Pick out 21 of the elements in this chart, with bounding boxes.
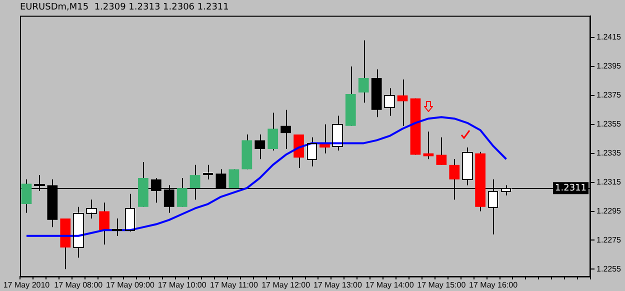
x-tick-label: 17 May 10:00: [158, 280, 207, 290]
x-tick-label: 17 May 15:00: [417, 280, 466, 290]
x-tick-label: 17 May 2010: [3, 280, 50, 290]
x-tick-label: 17 May 11:00: [210, 280, 258, 290]
x-tick-label: 17 May 12:00: [262, 280, 311, 290]
x-tick-label: 17 May 08:00: [54, 280, 104, 290]
y-tick-label: 1.2295: [596, 206, 622, 216]
ref-line-label: 1.2311: [555, 183, 587, 194]
y-tick-label: 1.2275: [596, 235, 622, 244]
x-tick-label: 17 May 16:00: [469, 280, 518, 290]
x-tick-label: 17 May 14:00: [365, 280, 414, 290]
x-tick-label: 17 May 13:00: [313, 280, 362, 290]
y-tick-label: 1.2355: [596, 120, 622, 129]
y-tick-label: 1.2315: [596, 178, 622, 186]
chart-title: EURUSDm,M15 1.2309 1.2313 1.2306 1.2311: [20, 2, 229, 13]
y-tick-label: 1.2395: [596, 62, 622, 71]
y-tick-label: 1.2255: [596, 264, 622, 274]
y-tick-label: 1.2335: [596, 148, 622, 158]
y-tick-label: 1.2415: [596, 32, 622, 42]
x-tick-label: 17 May 09:00: [106, 280, 155, 290]
y-tick-label: 1.2375: [596, 90, 622, 100]
